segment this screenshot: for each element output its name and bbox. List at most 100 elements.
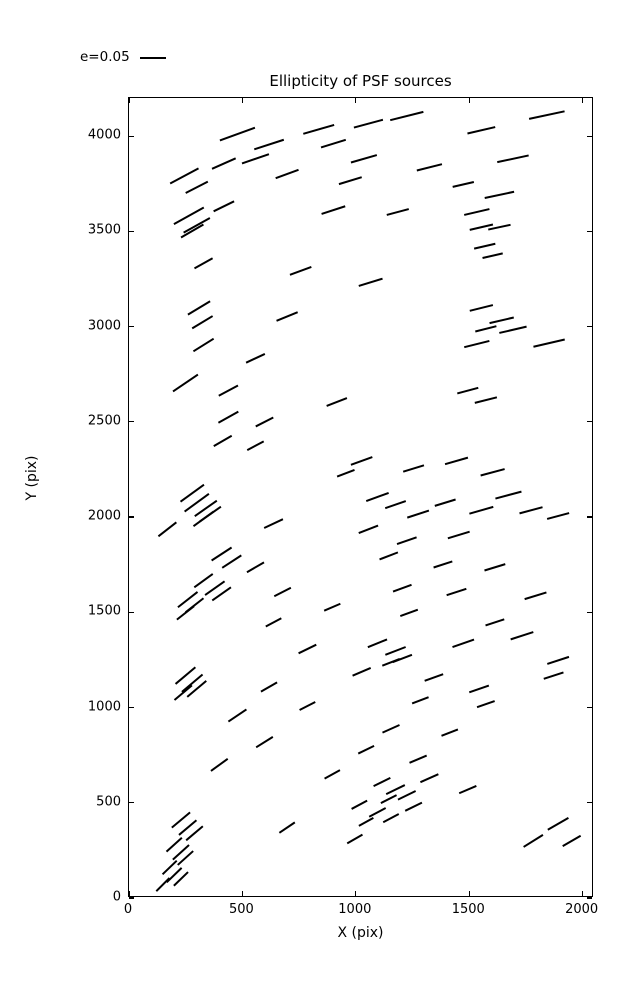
psf-whisker-segment — [458, 785, 477, 795]
x-tick-mark — [468, 98, 470, 103]
y-tick-label: 3000 — [87, 318, 121, 334]
psf-whisker-segment — [441, 728, 459, 737]
y-tick-mark — [129, 706, 134, 709]
y-tick-mark — [587, 516, 592, 518]
psf-whisker-segment — [260, 681, 278, 693]
psf-whisker-segment — [176, 605, 195, 621]
psf-whisker-segment — [186, 680, 207, 698]
psf-whisker-segment — [191, 315, 214, 330]
psf-whisker-segment — [185, 825, 204, 842]
y-tick-mark — [129, 230, 134, 232]
x-tick-mark — [355, 98, 357, 103]
y-tick-label-group: 0 500 1000 1500 2000 2500 3000 3500 4000 — [57, 0, 121, 1000]
psf-whisker-segment — [177, 591, 199, 609]
psf-whisker-segment — [475, 325, 497, 333]
psf-whisker-segment — [457, 386, 479, 395]
y-tick-mark — [587, 611, 592, 613]
psf-whisker-segment — [367, 638, 388, 649]
x-tick-mark — [468, 891, 470, 896]
psf-whisker-segment — [265, 617, 282, 628]
psf-whisker-segment — [381, 658, 401, 667]
y-tick-label: 2000 — [87, 508, 121, 524]
psf-whisker-segment — [424, 673, 444, 682]
psf-whisker-segment — [177, 850, 194, 866]
psf-whisker-segment — [166, 867, 183, 884]
psf-whisker-segment — [218, 384, 239, 397]
psf-whisker-segment — [523, 834, 544, 848]
psf-whisker-segment — [192, 510, 215, 527]
psf-whisker-segment — [469, 304, 494, 312]
psf-whisker-segment — [219, 126, 256, 142]
x-tick-mark — [241, 891, 243, 896]
psf-whisker-segment — [173, 871, 189, 887]
psf-whisker-segment — [227, 708, 247, 723]
psf-whisker-segment — [416, 163, 443, 172]
psf-whisker-segment — [358, 817, 374, 827]
psf-whisker-segment — [497, 154, 529, 164]
ellipticity-scale-legend: e=0.05 — [80, 47, 166, 69]
psf-whisker-segment — [546, 512, 570, 520]
psf-whisker-segment — [180, 223, 204, 239]
psf-whisker-segment — [321, 205, 346, 215]
psf-whisker-segment — [402, 464, 425, 473]
y-tick-mark — [129, 802, 134, 804]
x-tick-label: 1500 — [451, 902, 485, 917]
y-tick-mark — [587, 802, 592, 804]
psf-whisker-segment — [298, 643, 317, 655]
y-tick-mark — [129, 135, 134, 137]
psf-whisker-segment — [263, 518, 284, 529]
psf-whisker-segment — [468, 684, 490, 694]
psf-whisker-segment — [289, 266, 312, 276]
psf-whisker-segment — [155, 877, 171, 892]
psf-whisker-segment — [384, 500, 407, 510]
psf-whisker-segment — [499, 325, 527, 334]
psf-whisker-segment — [484, 190, 515, 200]
y-tick-label: 2500 — [87, 413, 121, 429]
psf-whisker-segment — [324, 769, 341, 780]
psf-whisker-segment — [171, 811, 191, 829]
psf-whisker-segment — [246, 440, 265, 451]
psf-whisker-segment — [469, 223, 494, 231]
psf-whisker-segment — [447, 530, 470, 540]
x-tick-mark — [582, 891, 584, 896]
psf-whisker-segment — [365, 491, 389, 503]
psf-whisker-segment — [172, 373, 199, 393]
psf-whisker-segment — [476, 700, 495, 709]
psf-whisker-segment — [336, 468, 355, 478]
legend-label: e=0.05 — [80, 49, 130, 66]
psf-whisker-segment — [255, 416, 274, 428]
x-tick-mark — [128, 891, 130, 896]
psf-whisker-segment — [323, 602, 341, 612]
psf-whisker-segment — [411, 696, 429, 705]
psf-whisker-segment — [173, 206, 205, 225]
psf-whisker-segment — [485, 618, 505, 627]
psf-whisker-segment — [185, 180, 209, 194]
y-tick-mark — [129, 611, 134, 613]
psf-whisker-segment — [464, 339, 490, 349]
y-tick-label: 4000 — [87, 127, 121, 143]
psf-whisker-segment — [452, 181, 475, 188]
x-axis-label: X (pix) — [337, 925, 384, 941]
psf-whisker-segment — [161, 859, 178, 876]
psf-whisker-segment — [434, 498, 456, 507]
y-tick-label: 3500 — [87, 222, 121, 238]
psf-whisker-segment — [246, 561, 265, 574]
psf-whisker-segment — [382, 724, 400, 734]
psf-whisker-segment — [173, 684, 193, 701]
y-tick-mark — [129, 326, 134, 328]
psf-whisker-segment — [183, 217, 211, 234]
psf-whisker-segment — [444, 456, 469, 466]
psf-whisker-segment — [547, 816, 569, 831]
psf-whisker-segment — [211, 586, 232, 602]
y-axis-label: Y (pix) — [24, 455, 40, 501]
psf-whisker-segment — [392, 583, 412, 593]
psf-whisker-segment — [368, 807, 387, 818]
psf-whisker-segment — [213, 434, 233, 448]
y-tick-mark — [587, 706, 592, 709]
y-tick-label: 0 — [112, 889, 121, 905]
psf-whisker-segment — [380, 794, 398, 804]
psf-whisker-segment — [524, 591, 547, 601]
psf-whisker-segment — [488, 223, 511, 231]
y-tick-label: 1500 — [87, 603, 121, 619]
